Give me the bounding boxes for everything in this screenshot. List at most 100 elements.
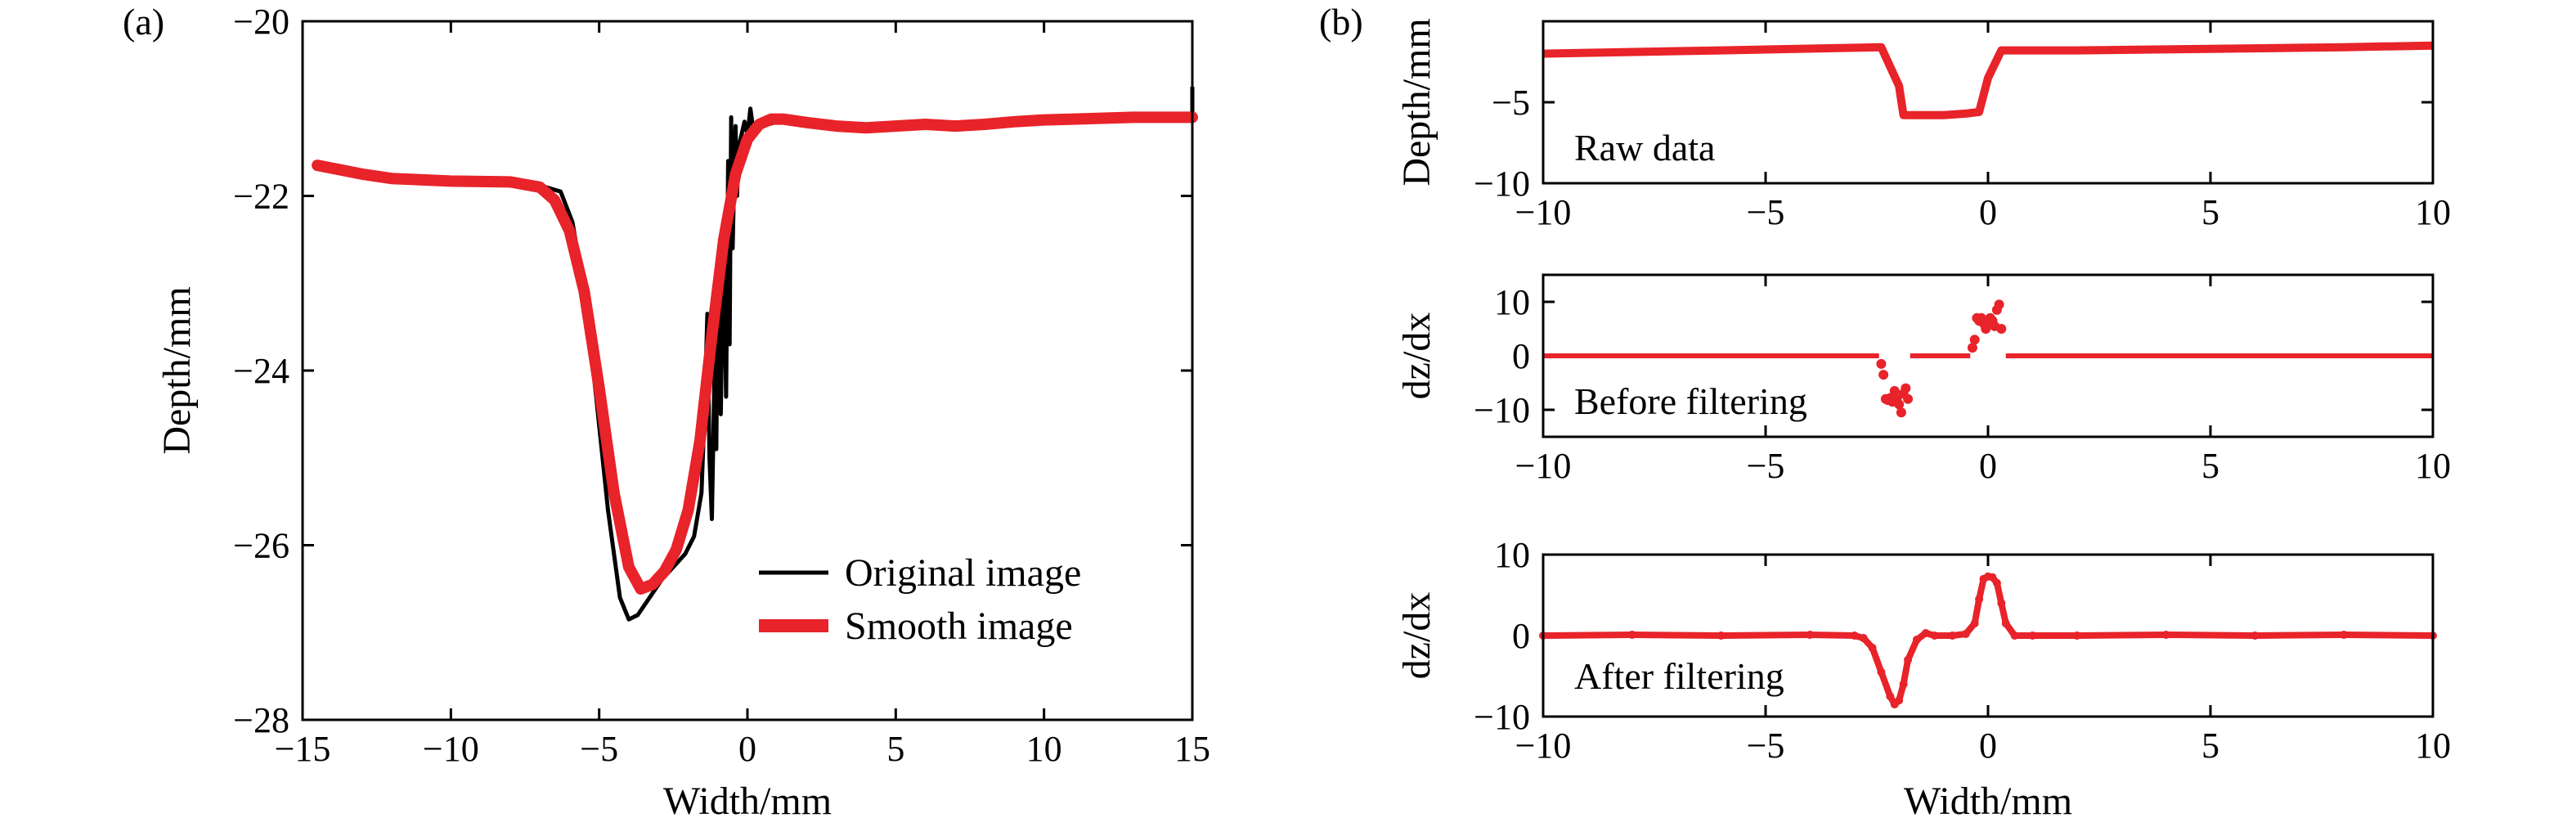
panel-b-before-filtering-x-tick-label: 0: [1979, 446, 1997, 486]
panel-b-after-filtering-series-point: [1997, 599, 2006, 608]
panel-b-before-filtering-y-tick-label: −10: [1474, 390, 1530, 430]
panel-b-raw-data-x-tick-label: 5: [2201, 192, 2219, 232]
original-image-line: [316, 87, 1195, 622]
panel-a-depth-profile: (a) −15 −10 −5 0 5 10 15 −28 −26 −24 −22 −20 Width/…: [123, 1, 1210, 823]
before-filtering-annotation: Before filtering: [1574, 380, 1807, 422]
panel-b-after-filtering-series-point: [1921, 629, 1930, 638]
legend-label-smooth-image: Smooth image: [845, 605, 1073, 648]
panel-b-before-filtering-y-axis-title: dz/dx: [1395, 312, 1438, 400]
panel-b-raw-data-x-tick-label: −5: [1747, 192, 1785, 232]
panel-b-after-filtering-y-tick-label: 10: [1494, 535, 1530, 575]
panel-b-raw-data-y-tick-label: −5: [1492, 83, 1530, 123]
panel-b-before-filtering-series-point: [1903, 393, 1914, 404]
panel-a-y-tick-label: −28: [233, 700, 289, 740]
panel-b-after-filtering-y-axis-title: dz/dx: [1395, 592, 1438, 680]
panel-a-x-axis-title: Width/mm: [663, 780, 832, 823]
panel-label-b: (b): [1319, 1, 1363, 43]
panel-b-raw-data-ticks: −10 −5 0 5 10 −10 −5: [1474, 21, 2451, 232]
panel-b-after-filtering-x-axis-title: Width/mm: [1904, 780, 2072, 823]
raw-data-annotation: Raw data: [1574, 127, 1715, 169]
panel-b-raw-data-series-line: [1542, 41, 2434, 119]
panel-a-x-tick-label: −15: [275, 729, 331, 769]
panel-b-after-filtering-series-point: [1717, 631, 1726, 640]
panel-b-raw-data-x-tick-label: 0: [1979, 192, 1997, 232]
panel-b-after-filtering-series-point: [1868, 643, 1877, 652]
panel-b-after-filtering-series-point: [1895, 696, 1904, 705]
panel-b-after-filtering-series-point: [1961, 630, 1970, 639]
panel-b-after-filtering-x-tick-label: −10: [1515, 726, 1572, 766]
panel-a-series: [312, 87, 1198, 622]
panel-b-before-filtering-x-tick-label: −5: [1747, 446, 1785, 486]
panel-b-before-filtering-series-point: [1967, 343, 1977, 353]
panel-b-before-filtering-series-point: [1901, 383, 1911, 393]
panel-a-ticks: −15 −10 −5 0 5 10 15 −28 −26 −24 −22 −20: [233, 2, 1210, 769]
legend-label-original-image: Original image: [845, 551, 1081, 595]
panel-b-after-filtering-series-point: [1948, 631, 1957, 640]
panel-b-after-filtering-series-point: [1988, 573, 1997, 582]
panel-b-before-filtering-series-point: [1981, 324, 1991, 334]
panel-b-raw-data-y-tick-label: −10: [1474, 164, 1530, 204]
panel-b-raw-data-x-tick-label: 10: [2415, 192, 2451, 232]
panel-label-a: (a): [123, 1, 164, 43]
panel-b-after-filtering-series-point: [1992, 578, 2001, 587]
panel-b-before-filtering-frame: [1542, 273, 2435, 438]
panel-b-after-filtering-x-tick-label: 0: [1979, 726, 1997, 766]
panel-b-after-filtering-series-point: [2072, 631, 2081, 640]
panel-b-after-filtering-series-point: [1627, 631, 1636, 640]
panel-b-after-filtering-series-point: [2028, 631, 2037, 640]
panel-b-before-filtering: −10 −5 0 5 10 −10 0 10 Before filtering dz/dx: [1395, 273, 2451, 486]
panel-b-after-filtering-series-point: [1912, 635, 1921, 644]
smooth-image-line: [312, 111, 1198, 595]
panel-b-after-filtering-series-point: [1930, 631, 1939, 640]
panel-b-after-filtering-series-point: [1886, 692, 1895, 701]
panel-b-raw-data: −10 −5 0 5 10 −10 −5 Raw data Depth/mm: [1395, 18, 2451, 232]
panel-a-y-tick-label: −20: [233, 2, 289, 42]
legend: Original image Smooth image: [759, 551, 1081, 648]
panel-b-after-filtering-x-tick-label: 10: [2415, 726, 2451, 766]
panel-b-after-filtering-ticks: −10 −5 0 5 10 −10 0 10: [1474, 535, 2451, 766]
panel-b-before-filtering-y-tick-label: 10: [1494, 282, 1530, 322]
panel-b-before-filtering-x-tick-label: 5: [2201, 446, 2219, 486]
panel-b-after-filtering-series-point: [1904, 655, 1913, 664]
panel-b-raw-data-y-axis-title: Depth/mm: [1395, 18, 1438, 186]
panel-b-before-filtering-series-point: [1894, 399, 1905, 410]
panel-b-after-filtering-series-point: [1850, 631, 1859, 640]
after-filtering-annotation: After filtering: [1574, 655, 1784, 697]
panel-b-after-filtering-series-point: [1970, 619, 1979, 628]
panel-b-after-filtering-y-tick-label: 0: [1512, 616, 1530, 656]
panel-a-x-tick-label: 15: [1174, 729, 1210, 769]
panel-b-raw-data-series: [1542, 41, 2434, 119]
panel-b-before-filtering-x-tick-label: 10: [2415, 446, 2451, 486]
panel-b-before-filtering-series-point: [1889, 385, 1900, 396]
panel-b-after-filtering-series-point: [1975, 595, 1984, 604]
panel-b-after-filtering: −10 −5 0 5 10 −10 0 10 After filtering Width/mm…: [1395, 535, 2451, 823]
panel-a-x-tick-label: −5: [580, 729, 618, 769]
panel-b-after-filtering-series-point: [2001, 619, 2010, 628]
panel-b-after-filtering-series-point: [2010, 631, 2019, 640]
panel-a-x-tick-label: 10: [1026, 729, 1062, 769]
panel-b-before-filtering-series-point: [1896, 407, 1906, 418]
panel-b-before-filtering-series-point: [1876, 358, 1887, 369]
panel-b-after-filtering-frame: [1542, 553, 2435, 718]
panel-b-before-filtering-series-point: [1996, 324, 2007, 334]
panel-b-after-filtering-x-tick-label: 5: [2201, 726, 2219, 766]
panel-b-after-filtering-series-point: [1806, 631, 1815, 640]
panel-a-frame: [301, 20, 1194, 721]
panel-b-after-filtering-series-point: [2161, 631, 2170, 640]
panel-a-x-tick-label: 0: [738, 729, 756, 769]
panel-b-before-filtering-series-point: [1878, 370, 1889, 380]
panel-b-after-filtering-series-point: [1877, 667, 1886, 676]
panel-b-raw-data-frame: [1542, 20, 2435, 185]
panel-b-before-filtering-y-tick-label: 0: [1512, 336, 1530, 376]
panel-a-y-axis-title: Depth/mm: [155, 286, 199, 454]
panel-b-before-filtering-series: [1543, 299, 2433, 418]
panel-b-after-filtering-y-tick-label: −10: [1474, 697, 1530, 737]
panel-b-after-filtering-series-point: [2340, 631, 2349, 640]
panel-a-y-tick-label: −24: [233, 351, 289, 391]
panel-a-y-tick-label: −22: [233, 177, 289, 217]
panel-b-before-filtering-x-tick-label: −10: [1515, 446, 1572, 486]
panel-b-before-filtering-series-point: [1969, 335, 1980, 345]
panel-b-after-filtering-series-point: [1899, 680, 1908, 689]
panel-b-raw-data-x-tick-label: −10: [1515, 192, 1572, 232]
